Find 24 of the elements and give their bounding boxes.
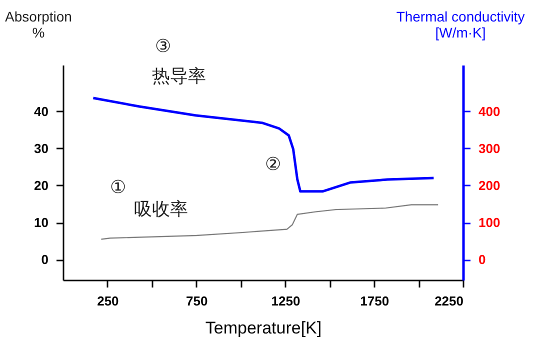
y-tick-label: 0: [41, 252, 48, 268]
y-tick-label: 30: [34, 140, 48, 156]
y2-tick-label: 300: [478, 140, 500, 156]
x-axis-title: Temperature[K]: [205, 318, 322, 338]
series-label: 吸收率: [134, 199, 188, 220]
y-axis-title: Absorption %: [5, 8, 72, 40]
x-tick-label: 1750: [360, 294, 390, 308]
x-tick-label: 1250: [271, 294, 300, 308]
x-tick-label: 2250: [434, 294, 464, 308]
y-tick-label: 10: [34, 215, 48, 230]
series-label: 热导率: [152, 66, 206, 87]
annotation: ①: [110, 177, 126, 198]
y2-tick-label: 0: [478, 252, 486, 268]
text: ③: [154, 36, 172, 57]
y-tick-label: 40: [34, 104, 48, 119]
x-tick-label: 750: [186, 294, 208, 308]
y2-axis-title: Thermal conductivity [W/m·K]: [396, 8, 525, 40]
y-tick-label: 20: [34, 178, 48, 193]
annotation: ②: [264, 154, 282, 175]
y2-tick-label: 100: [478, 215, 500, 230]
y2-tick-label: 200: [478, 178, 500, 193]
line-series: [92, 96, 435, 193]
x-tick-label: 250: [97, 294, 119, 308]
y2-tick-label: 400: [478, 104, 500, 119]
